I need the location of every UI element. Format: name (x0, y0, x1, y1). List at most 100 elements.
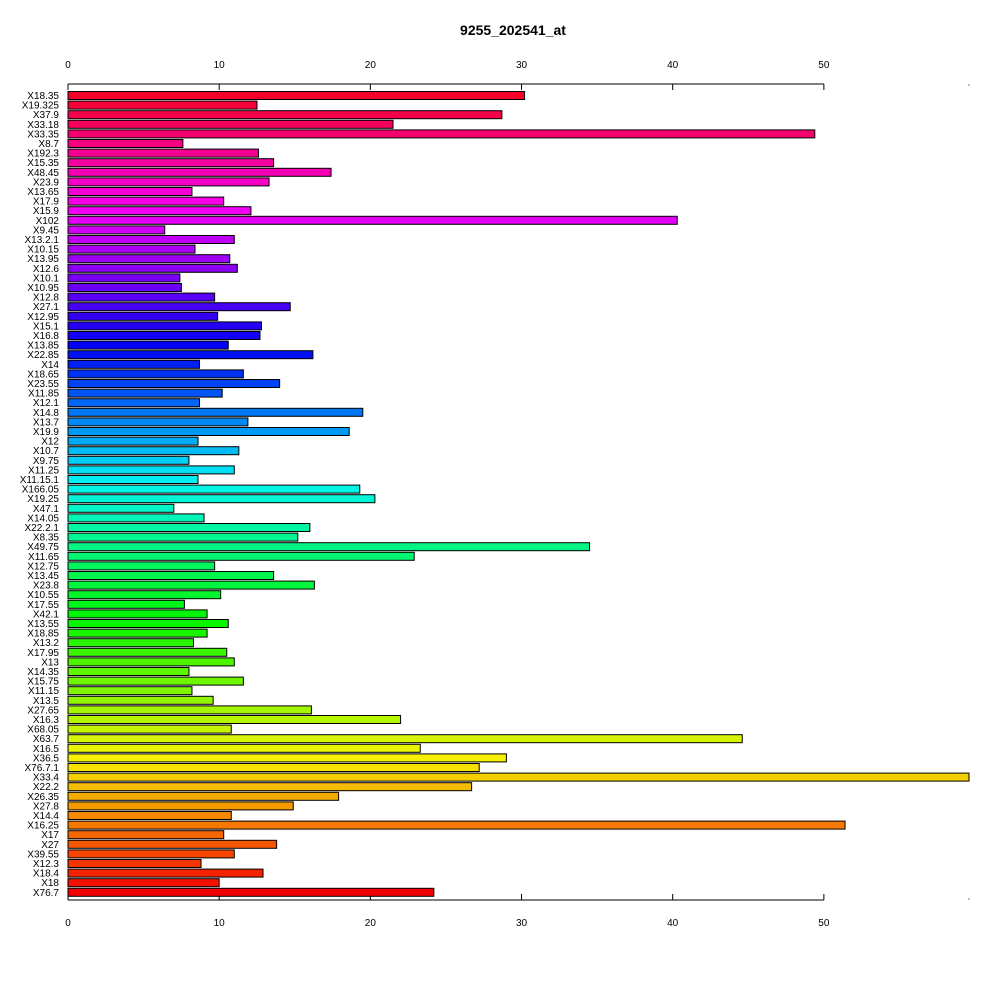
category-label: X12.6 (33, 264, 60, 275)
bar (67, 436, 199, 446)
top-tick-label: 40 (667, 60, 679, 71)
category-label: X11.15.1 (20, 475, 60, 486)
category-label: X9.45 (33, 225, 60, 236)
bar (67, 359, 201, 369)
bar (67, 705, 312, 715)
bar (67, 542, 591, 552)
bar (67, 801, 294, 811)
bar (67, 619, 229, 628)
category-label: X17 (41, 830, 59, 841)
bar (67, 599, 185, 609)
bar (67, 340, 229, 350)
category-label: X23.8 (33, 581, 60, 592)
bar (67, 465, 235, 475)
category-label: X22.2.1 (25, 523, 60, 534)
category-label: X12.8 (33, 293, 60, 304)
bar (67, 110, 503, 120)
bar (67, 254, 231, 264)
bottom-tick-label: 0 (65, 918, 71, 929)
bar (67, 657, 235, 667)
bar (67, 427, 350, 436)
bar (67, 571, 275, 580)
category-label: X13 (41, 657, 59, 668)
category-label: X13.45 (27, 571, 59, 582)
category-label: X14 (41, 360, 59, 371)
bottom-tick-label: 40 (667, 918, 679, 929)
category-label: X48.45 (27, 168, 59, 179)
category-label: X166.05 (22, 485, 60, 496)
category-label: X12.1 (33, 398, 60, 409)
bar (67, 187, 193, 196)
category-label: X23.55 (27, 379, 59, 390)
category-label: X10.7 (33, 446, 60, 457)
category-label: X13.95 (27, 254, 59, 265)
category-label: X17.55 (27, 600, 59, 611)
bar (67, 119, 394, 129)
category-label: X13.55 (27, 619, 59, 630)
top-tick-label: 50 (818, 60, 830, 71)
bar (67, 292, 216, 302)
bar (67, 177, 270, 187)
bar (67, 273, 181, 283)
category-label: X14.35 (27, 667, 59, 678)
bar (67, 763, 480, 772)
category-label: X17.9 (33, 197, 60, 208)
bar (67, 148, 259, 158)
category-label: X18.4 (33, 869, 60, 880)
category-label: X18.85 (27, 629, 59, 640)
bar (67, 455, 190, 465)
category-label: X19.25 (27, 494, 59, 505)
category-label: X16.8 (33, 331, 60, 342)
bar (67, 321, 262, 331)
bar (67, 475, 199, 484)
category-label: X10.1 (33, 273, 60, 284)
category-label: X15.35 (27, 158, 59, 169)
bar (67, 561, 216, 571)
bar (67, 331, 261, 340)
bar (67, 484, 361, 494)
bar (67, 580, 315, 590)
category-label: X192.3 (27, 149, 59, 160)
bar (67, 263, 238, 273)
bar (67, 724, 232, 734)
bottom-tick-label: 50 (818, 918, 830, 929)
top-tick-label: 10 (214, 60, 226, 71)
bar (67, 830, 225, 840)
category-label: X16.5 (33, 744, 60, 755)
bar (67, 225, 166, 235)
category-label: X13.65 (27, 187, 59, 198)
bar (67, 695, 214, 705)
bar (67, 753, 507, 763)
category-label: X27 (41, 840, 59, 851)
category-label: X14.05 (27, 513, 59, 524)
category-label: X19.9 (33, 427, 60, 438)
category-label: X15.75 (27, 677, 59, 688)
category-label: X18.65 (27, 369, 59, 380)
bar (67, 388, 223, 398)
top-tick-label: 20 (365, 60, 377, 71)
category-label: X19.325 (22, 101, 60, 112)
category-label: X76.7 (33, 888, 60, 899)
bar (67, 523, 311, 532)
bar (67, 609, 208, 619)
category-label: X76.7.1 (25, 763, 60, 774)
category-label: X39.55 (27, 849, 59, 860)
top-tick-label: 30 (516, 60, 528, 71)
category-label: X13.2.1 (25, 235, 60, 246)
bar (67, 811, 232, 820)
bar (67, 417, 249, 427)
bar (67, 91, 526, 100)
bar (67, 158, 275, 168)
bar (67, 782, 473, 792)
category-label: X13.5 (33, 696, 60, 707)
category-label: X11.85 (28, 389, 59, 400)
bar (67, 311, 219, 321)
bottom-x-axis: 0 10 20 30 40 50 (65, 894, 970, 929)
category-label: X10.15 (27, 245, 59, 256)
bar (67, 446, 240, 456)
category-label: X36.5 (33, 753, 60, 764)
category-label: X42.1 (33, 609, 60, 620)
bar (67, 839, 278, 849)
category-label: X18.35 (27, 91, 59, 102)
bar (67, 743, 421, 753)
